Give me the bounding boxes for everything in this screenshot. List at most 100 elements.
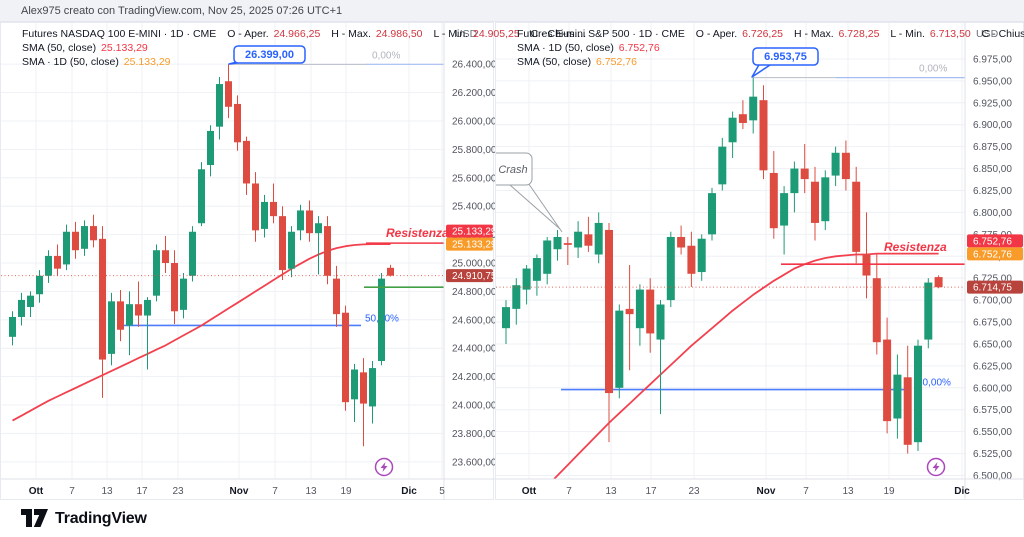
nasdaq-chart-panel: 0,00%50,00% USD 26.400,00 26.200,00 26.000,0… xyxy=(0,22,586,501)
svg-text:24.800,00: 24.800,00 xyxy=(452,287,495,298)
candle xyxy=(502,307,510,329)
candle xyxy=(821,177,830,222)
svg-text:13: 13 xyxy=(101,486,113,497)
candle xyxy=(261,201,268,229)
candle xyxy=(27,295,34,308)
candlestick-series xyxy=(502,77,943,454)
svg-text:Ott: Ott xyxy=(29,486,44,497)
candle xyxy=(342,312,349,403)
svg-text:6.700,00: 6.700,00 xyxy=(973,296,1012,307)
svg-text:6.950,00: 6.950,00 xyxy=(973,76,1012,87)
candle xyxy=(841,152,850,180)
svg-text:6.800,00: 6.800,00 xyxy=(973,208,1012,219)
svg-text:7: 7 xyxy=(803,486,809,497)
candle xyxy=(126,304,133,326)
svg-text:23: 23 xyxy=(172,486,184,497)
candle xyxy=(728,117,737,143)
time-axis[interactable]: Ott 7 13 17 23 Nov 7 13 19 Dic xyxy=(496,478,1024,497)
time-axis[interactable]: Ott 7 13 17 23 Nov 7 13 19 Dic 5 xyxy=(1,478,495,497)
candle xyxy=(243,140,250,184)
candle xyxy=(852,181,861,252)
candle xyxy=(903,377,912,445)
candle xyxy=(769,172,778,229)
svg-text:6.925,00: 6.925,00 xyxy=(973,98,1012,109)
flash-boost-button[interactable] xyxy=(926,457,946,477)
high-price-label: 6.953,75 xyxy=(764,51,807,63)
svg-text:24.600,00: 24.600,00 xyxy=(452,315,495,326)
tradingview-logo[interactable]: TradingView xyxy=(21,509,147,528)
sma-line[interactable] xyxy=(12,243,391,422)
svg-text:6.825,00: 6.825,00 xyxy=(973,186,1012,197)
crash-callout[interactable]: Crash xyxy=(496,152,563,233)
candle xyxy=(387,267,394,276)
svg-text:25.133,29: 25.133,29 xyxy=(452,240,495,251)
svg-text:26.200,00: 26.200,00 xyxy=(452,88,495,99)
candle xyxy=(315,223,322,234)
svg-text:6.600,00: 6.600,00 xyxy=(973,383,1012,394)
currency-label: USD xyxy=(455,28,478,40)
svg-text:6.675,00: 6.675,00 xyxy=(973,318,1012,329)
svg-text:6.725,00: 6.725,00 xyxy=(973,274,1012,285)
candle xyxy=(790,168,799,194)
fib-0-label: 0,00% xyxy=(372,50,400,61)
candle xyxy=(297,210,304,231)
candle xyxy=(135,304,142,316)
svg-text:6.575,00: 6.575,00 xyxy=(973,405,1012,416)
axis-price-badge xyxy=(967,280,1023,294)
svg-text:13: 13 xyxy=(305,486,317,497)
tradingview-logo-icon xyxy=(21,509,48,527)
candle xyxy=(306,210,313,234)
svg-text:13: 13 xyxy=(842,486,854,497)
sp500-candlestick-chart[interactable]: 0,00% 50,00% USD 6.975,00 6.950,00 6.925,00 6.… xyxy=(496,23,1024,501)
candle xyxy=(872,278,881,343)
candle xyxy=(563,243,572,245)
svg-text:19: 19 xyxy=(340,486,352,497)
price-axis[interactable]: USD 26.400,00 26.200,00 26.000,00 25.800,00 2… xyxy=(443,23,495,501)
candle xyxy=(198,169,205,224)
candle xyxy=(543,240,552,274)
fib-50-label: 50,00% xyxy=(917,378,951,389)
axis-price-badge xyxy=(967,247,1023,261)
candle xyxy=(207,130,214,166)
svg-text:7: 7 xyxy=(272,486,278,497)
high-price-callout[interactable]: 26.399,00 xyxy=(228,45,306,65)
candle xyxy=(360,372,367,404)
candlestick-series xyxy=(9,64,394,447)
candle xyxy=(225,81,232,107)
candle xyxy=(738,114,747,123)
svg-text:Ott: Ott xyxy=(522,486,537,497)
candle xyxy=(234,103,241,143)
candle xyxy=(171,263,178,312)
tradingview-logo-text: TradingView xyxy=(55,509,147,527)
candle xyxy=(656,304,665,340)
svg-text:6.875,00: 6.875,00 xyxy=(973,142,1012,153)
candle xyxy=(324,226,331,276)
candle xyxy=(625,308,634,315)
price-axis[interactable]: USD 6.975,00 6.950,00 6.925,00 6.900,00 6.875… xyxy=(964,23,1023,501)
candle xyxy=(189,231,196,276)
candle xyxy=(36,275,43,295)
svg-text:24.400,00: 24.400,00 xyxy=(452,344,495,355)
candle xyxy=(914,345,922,443)
candle xyxy=(831,152,840,176)
attribution-text: Alex975 creato con TradingView.com, Nov … xyxy=(21,4,343,17)
nasdaq-candlestick-chart[interactable]: 0,00%50,00% USD 26.400,00 26.200,00 26.000,0… xyxy=(1,23,495,501)
resistenza-label[interactable]: Resistenza xyxy=(884,240,947,254)
candle xyxy=(378,278,385,361)
plot-area: 0,00%50,00% xyxy=(1,50,444,447)
resistenza-label[interactable]: Resistenza xyxy=(386,226,449,240)
axis-price-badge xyxy=(446,237,493,251)
sp500-chart-panel: 0,00% 50,00% USD 6.975,00 6.950,00 6.925,00 6.… xyxy=(495,22,1024,501)
svg-text:6.714,75: 6.714,75 xyxy=(973,283,1012,294)
svg-text:6.625,00: 6.625,00 xyxy=(973,361,1012,372)
high-price-callout[interactable]: 6.953,75 xyxy=(751,47,819,78)
high-price-label: 26.399,00 xyxy=(245,49,294,61)
svg-text:6.975,00: 6.975,00 xyxy=(973,54,1012,65)
candle xyxy=(180,278,187,310)
svg-text:26.000,00: 26.000,00 xyxy=(452,116,495,127)
candle xyxy=(594,222,603,255)
svg-text:25.800,00: 25.800,00 xyxy=(452,145,495,156)
flash-boost-button[interactable] xyxy=(374,457,394,477)
svg-text:6.650,00: 6.650,00 xyxy=(973,339,1012,350)
axis-price-badge xyxy=(446,224,493,238)
